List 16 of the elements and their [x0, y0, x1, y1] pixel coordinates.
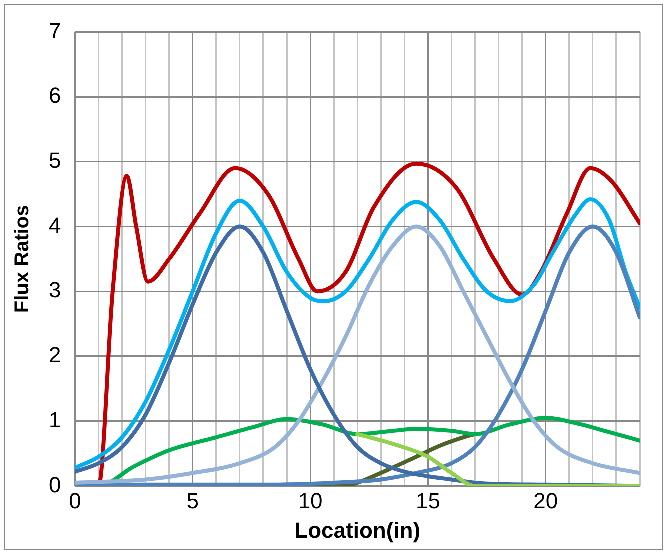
x-tick-label: 0: [69, 488, 82, 514]
y-tick-label: 2: [48, 342, 62, 368]
y-tick-label: 0: [48, 472, 62, 498]
x-tick-label: 15: [416, 488, 440, 514]
y-tick-label: 4: [48, 212, 62, 238]
y-tick-label: 5: [48, 148, 62, 173]
y-tick-label: 7: [48, 18, 62, 44]
y-tick-label: 6: [48, 83, 62, 108]
y-tick-label: 1: [48, 407, 62, 432]
x-axis-title: Location(in): [294, 518, 421, 543]
y-tick-label: 3: [48, 278, 62, 303]
y-axis-title: Flux Ratios: [12, 205, 34, 314]
line-series: [356, 432, 640, 486]
x-tick-label: 20: [534, 488, 558, 514]
x-tick-label: 5: [186, 488, 200, 514]
x-tick-label: 10: [298, 488, 323, 514]
